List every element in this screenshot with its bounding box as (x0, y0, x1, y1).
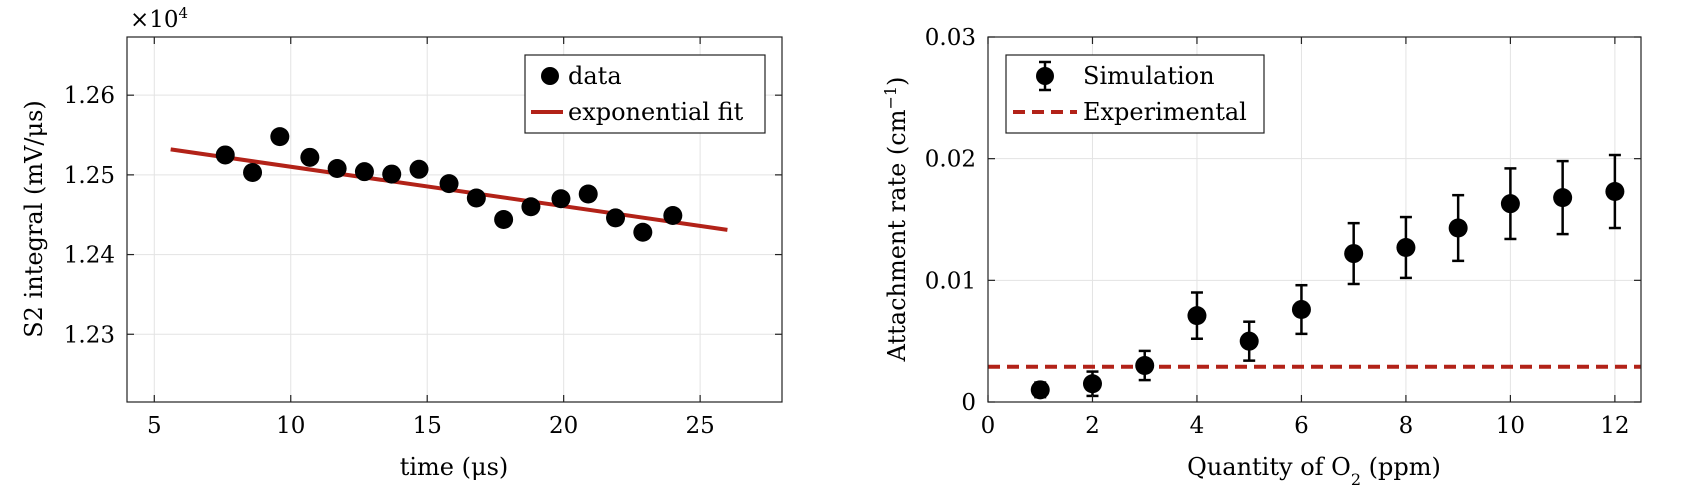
legend: data exponential fit (524, 54, 766, 134)
data-point (270, 127, 290, 147)
x-tick-label: 25 (685, 413, 714, 439)
y-axis-label: S2 integral (mV/μs) (20, 100, 48, 338)
data-point (243, 162, 263, 182)
x-tick-label: 4 (1190, 413, 1205, 439)
data-point (578, 184, 598, 204)
data-point (1344, 244, 1364, 264)
data-point (327, 158, 347, 178)
data-point (1396, 237, 1416, 257)
y-tick-label: 1.23 (64, 322, 115, 348)
data-point (300, 147, 320, 167)
x-tick-label: 2 (1085, 413, 1100, 439)
legend-label-experimental: Experimental (1083, 98, 1247, 126)
simulation-point (1187, 291, 1207, 340)
simulation-point (1553, 159, 1573, 236)
legend-label-fit: exponential fit (568, 98, 744, 126)
data-point (1082, 374, 1102, 394)
data-point (1448, 218, 1468, 238)
ticks (127, 37, 782, 402)
y-axis-label: Attachment rate (cm−1) (881, 77, 912, 363)
simulation-point (1448, 193, 1468, 263)
simulation-point (1500, 167, 1520, 241)
data-point (663, 206, 683, 226)
data-point (521, 197, 541, 217)
data-point (1030, 380, 1050, 400)
y-tick-label: 0 (961, 390, 976, 416)
plot-frame (987, 36, 1642, 403)
y-tick-labels: 0 0.01 0.02 0.03 (925, 25, 976, 416)
plot-frame (126, 36, 783, 403)
simulation-point (1605, 153, 1625, 230)
legend-marker-simulation (1036, 60, 1054, 92)
data-point (382, 164, 402, 184)
x-tick-label: 12 (1600, 413, 1629, 439)
legend-label-data: data (568, 62, 622, 90)
simulation-point (1082, 370, 1102, 398)
simulation-point (1239, 320, 1259, 362)
y-tick-label: 0.02 (925, 147, 976, 173)
y-tick-label: 0.03 (925, 25, 976, 51)
data-point (354, 162, 374, 182)
data-point (1187, 306, 1207, 326)
chart-s2-integral: 5 10 15 20 25 1.23 1.24 1.25 1.26 ×104 time (μs… (20, 4, 783, 481)
x-tick-labels: 0 2 4 6 8 10 12 (981, 413, 1630, 439)
x-tick-label: 10 (276, 413, 305, 439)
x-tick-label: 10 (1496, 413, 1525, 439)
data-point (1553, 188, 1573, 208)
y-tick-label: 1.26 (64, 83, 115, 109)
data-point (1500, 194, 1520, 214)
data-point (606, 208, 626, 228)
x-tick-label: 0 (981, 413, 996, 439)
x-tick-label: 6 (1294, 413, 1309, 439)
x-axis-label: time (μs) (400, 453, 509, 481)
y-tick-labels: 1.23 1.24 1.25 1.26 (64, 83, 115, 348)
exponent-label: ×104 (130, 4, 188, 33)
data-point (551, 189, 571, 209)
data-point (1239, 331, 1259, 351)
chart-attachment-rate: 0 2 4 6 8 10 12 0 0.01 0.02 0.03 Quantity of O2 (… (881, 25, 1642, 485)
simulation-point (1396, 215, 1416, 280)
legend-label-simulation: Simulation (1083, 62, 1215, 90)
legend-box (524, 54, 766, 134)
data-point (633, 222, 653, 242)
y-tick-label: 1.24 (64, 243, 115, 269)
simulation-point (1344, 221, 1364, 286)
simulation-series (1030, 153, 1625, 400)
data-point (409, 159, 429, 179)
simulation-point (1135, 349, 1155, 382)
data-point (1291, 300, 1311, 320)
x-tick-label: 20 (549, 413, 578, 439)
y-tick-label: 1.25 (64, 163, 115, 189)
x-tick-label: 5 (147, 413, 162, 439)
data-point (1135, 356, 1155, 375)
x-tick-label: 8 (1399, 413, 1414, 439)
simulation-point (1030, 380, 1050, 400)
x-axis-label: Quantity of O2 (ppm) (1187, 453, 1441, 485)
data-point (215, 145, 235, 165)
data-point (494, 210, 514, 229)
ticks (987, 36, 1641, 403)
data-series (215, 127, 683, 242)
legend-marker-data (541, 67, 559, 85)
x-tick-label: 15 (413, 413, 442, 439)
data-point (466, 188, 486, 208)
x-tick-labels: 5 10 15 20 25 (147, 413, 715, 439)
legend: Simulation Experimental (1005, 54, 1265, 134)
data-point (1605, 182, 1625, 202)
simulation-point (1291, 283, 1311, 336)
data-point (439, 174, 459, 194)
y-tick-label: 0.01 (925, 268, 976, 294)
